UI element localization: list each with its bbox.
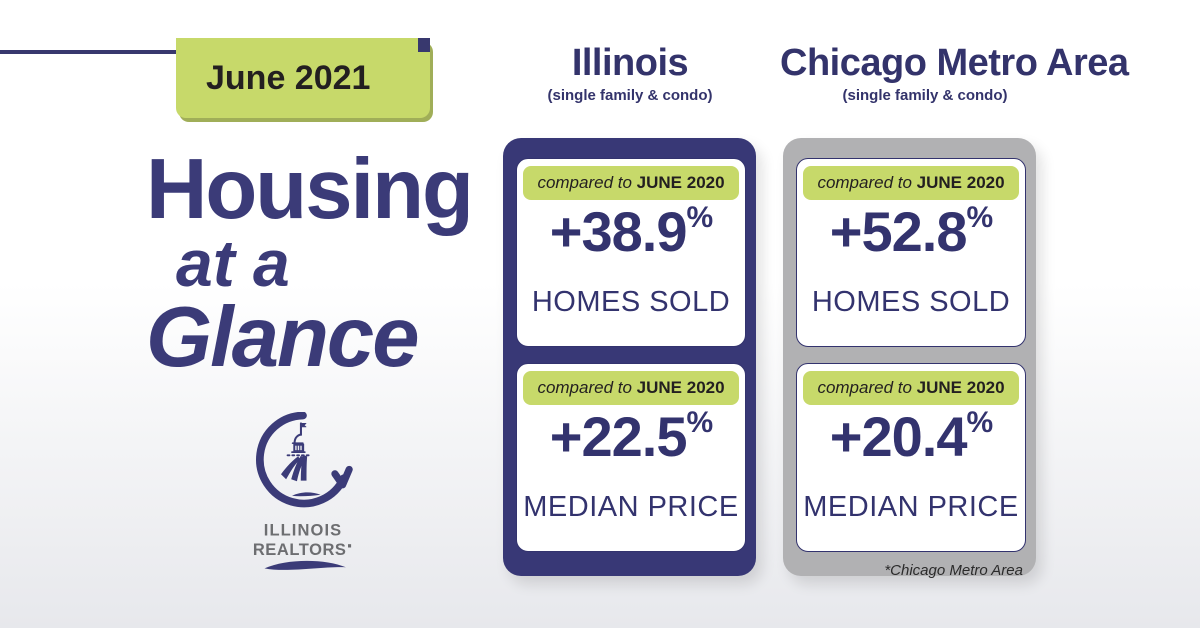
svg-text:ILLINOIS: ILLINOIS [264,521,342,539]
